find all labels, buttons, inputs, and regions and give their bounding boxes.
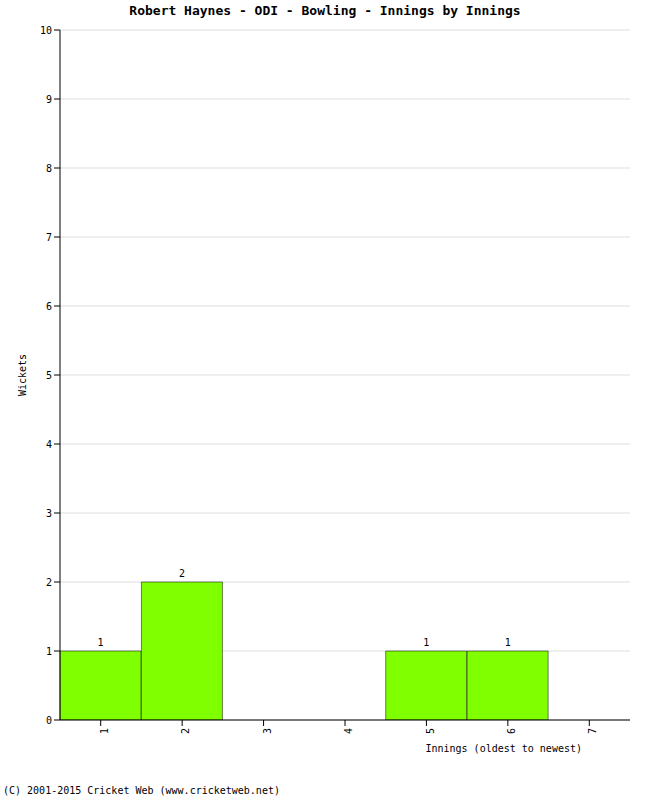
svg-text:5: 5 bbox=[425, 728, 436, 734]
svg-text:9: 9 bbox=[46, 94, 52, 105]
svg-text:7: 7 bbox=[46, 232, 52, 243]
svg-text:4: 4 bbox=[46, 439, 52, 450]
svg-text:1: 1 bbox=[99, 728, 110, 734]
svg-text:5: 5 bbox=[46, 370, 52, 381]
html-text:(C) 2001-2015 Cricket Web (www: (C) 2001-2015 Cricket Web (www.cricketwe… bbox=[3, 785, 280, 796]
svg-text:1: 1 bbox=[505, 637, 511, 648]
svg-text:2: 2 bbox=[180, 728, 191, 734]
svg-text:2: 2 bbox=[46, 577, 52, 588]
svg-text:1: 1 bbox=[97, 637, 103, 648]
svg-text:4: 4 bbox=[343, 728, 354, 734]
html-text:Robert Haynes - ODI - Bowling: Robert Haynes - ODI - Bowling - Innings … bbox=[129, 3, 521, 18]
svg-text:3: 3 bbox=[46, 508, 52, 519]
svg-text:0: 0 bbox=[46, 715, 52, 726]
svg-text:1: 1 bbox=[423, 637, 429, 648]
svg-text:6: 6 bbox=[506, 728, 517, 734]
svg-text:10: 10 bbox=[40, 25, 52, 36]
svg-text:Wickets: Wickets bbox=[17, 354, 28, 396]
svg-text:8: 8 bbox=[46, 163, 52, 174]
svg-text:1: 1 bbox=[46, 646, 52, 657]
svg-text:6: 6 bbox=[46, 301, 52, 312]
svg-text:3: 3 bbox=[262, 728, 273, 734]
svg-text:2: 2 bbox=[179, 568, 185, 579]
svg-text:Innings (oldest to newest): Innings (oldest to newest) bbox=[425, 743, 582, 754]
svg-text:7: 7 bbox=[587, 728, 598, 734]
